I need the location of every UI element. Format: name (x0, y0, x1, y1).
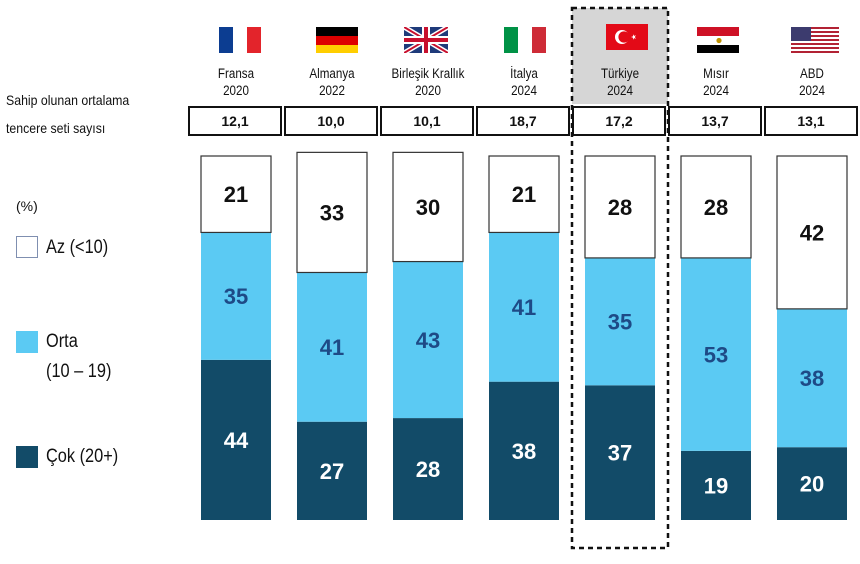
country-name: Birleşik Krallık (391, 66, 465, 81)
data-label: 20 (800, 472, 824, 497)
italy-flag-icon (504, 27, 546, 53)
legend-label-az: Az (<10) (46, 237, 109, 258)
uk-flag-icon (404, 27, 448, 53)
data-label: 38 (512, 439, 536, 464)
data-label: 35 (224, 284, 248, 309)
data-label: 41 (320, 335, 344, 360)
country-year: 2024 (703, 83, 729, 98)
bar-segment-az (584, 155, 656, 259)
legend-label-orta-range: (10 – 19) (46, 361, 112, 382)
country-year: 2022 (319, 83, 345, 98)
avg-set-label-line2: tencere seti sayısı (6, 120, 106, 136)
data-label: 28 (704, 195, 728, 220)
data-label: 27 (320, 459, 344, 484)
data-label: 38 (800, 366, 824, 391)
data-label: 37 (608, 441, 632, 466)
bar-segment-az (776, 155, 848, 310)
bar-segment-orta (297, 272, 367, 422)
country-year: 2020 (415, 83, 441, 98)
data-label: 33 (320, 200, 344, 225)
data-label: 44 (224, 428, 249, 453)
germany-flag-icon (316, 27, 358, 53)
bar-segment-cok (393, 418, 463, 520)
avg-set-value: 17,2 (572, 106, 666, 136)
legend-swatch-az (16, 236, 38, 258)
data-label: 21 (512, 182, 536, 207)
bar-segment-az (680, 155, 752, 259)
avg-set-value: 18,7 (476, 106, 570, 136)
bar-segment-az (200, 155, 272, 234)
highlight-outline (570, 6, 670, 550)
data-label: 28 (416, 457, 440, 482)
country-year: 2024 (511, 83, 537, 98)
country-name: ABD (800, 66, 824, 81)
country-year: 2024 (607, 83, 633, 98)
country-name: Mısır (703, 66, 729, 81)
data-label: 41 (512, 295, 536, 320)
data-label: 42 (800, 220, 824, 245)
bar-segment-orta (681, 257, 751, 451)
data-label: 30 (416, 195, 440, 220)
bar-segment-orta (489, 232, 559, 382)
data-label: 35 (608, 310, 632, 335)
data-label: 53 (704, 342, 728, 367)
bar-segment-orta (201, 232, 271, 360)
avg-set-value: 13,1 (764, 106, 858, 136)
avg-set-value: 13,7 (668, 106, 762, 136)
country-year: 2020 (223, 83, 249, 98)
bar-segment-cok (201, 359, 271, 520)
bar-segment-az (488, 155, 560, 234)
bar-segment-orta (777, 308, 847, 448)
avg-set-value: 10,0 (284, 106, 378, 136)
country-name: Türkiye (600, 66, 640, 81)
avg-set-label-line1: Sahip olunan ortalama (6, 92, 130, 108)
country-name: Fransa (217, 66, 255, 81)
legend-swatch-orta (16, 331, 38, 353)
turkey-flag-icon (606, 24, 648, 50)
data-label: 43 (416, 328, 440, 353)
country-name: Almanya (309, 66, 355, 81)
legend-label-cok: Çok (20+) (46, 446, 119, 467)
data-label: 21 (224, 182, 248, 207)
legend-label-orta: Orta (46, 331, 78, 352)
bar-segment-cok (681, 450, 751, 520)
bar-segment-az (392, 151, 464, 263)
data-label: 19 (704, 473, 728, 498)
avg-set-value: 10,1 (380, 106, 474, 136)
bar-segment-orta (393, 261, 463, 419)
usa-flag-icon (791, 27, 839, 53)
egypt-flag-icon (697, 27, 739, 53)
bar-segment-orta (585, 257, 655, 386)
avg-set-value: 12,1 (188, 106, 282, 136)
legend-swatch-cok (16, 446, 38, 468)
bar-segment-cok (585, 385, 655, 520)
country-name: İtalya (510, 66, 538, 81)
bar-segment-cok (777, 447, 847, 520)
country-year: 2024 (799, 83, 825, 98)
legend-unit: (%) (16, 198, 38, 214)
bar-segment-cok (489, 381, 559, 520)
bar-segment-az (296, 151, 368, 274)
bar-segment-cok (297, 421, 367, 520)
data-label: 28 (608, 195, 632, 220)
france-flag-icon (219, 27, 261, 53)
